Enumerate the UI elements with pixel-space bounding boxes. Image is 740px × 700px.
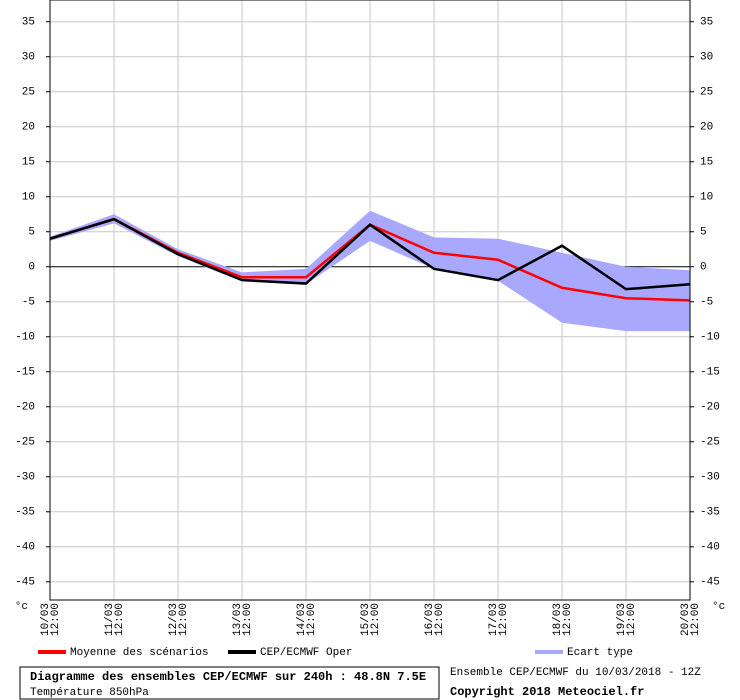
y2-tick-label: 35 (700, 17, 713, 29)
y2-tick-label: -45 (700, 577, 720, 589)
y2-tick-label: -10 (700, 332, 720, 344)
y2-tick-label: 30 (700, 52, 713, 64)
y-tick-label: -25 (15, 437, 35, 449)
y-tick-label: -35 (15, 507, 35, 519)
y-tick-label: -40 (15, 542, 35, 554)
y2-tick-label: -5 (700, 297, 713, 309)
y-tick-label: -20 (15, 402, 35, 414)
x-tick-part: 12:00 (242, 603, 254, 636)
x-tick-label: 13/0312:00 (232, 603, 254, 636)
y2-tick-label: 20 (700, 122, 713, 134)
y-tick-label: -30 (15, 472, 35, 484)
y2-tick-label: 0 (700, 262, 707, 274)
x-tick-part: 12:00 (370, 603, 382, 636)
y-tick-label: 0 (28, 262, 35, 274)
legend-label: Moyenne des scénarios (70, 647, 209, 659)
plot-frame (49, 0, 691, 601)
y-unit: °c (15, 601, 28, 613)
y-tick-label: -15 (15, 367, 35, 379)
x-tick-label: 12/0312:00 (168, 603, 190, 636)
y-tick-label: -45 (15, 577, 35, 589)
x-tick-label: 20/0312:00 (680, 603, 702, 636)
title-box (19, 666, 440, 700)
y-tick-label: 15 (22, 157, 35, 169)
x-tick-label: 15/0312:00 (360, 603, 382, 636)
x-tick-part: 16/03 (424, 603, 436, 636)
legend-label: Ecart type (567, 647, 633, 659)
run-info: Ensemble CEP/ECMWF du 10/03/2018 - 12Z (450, 667, 701, 679)
x-tick-part: 12:00 (626, 603, 638, 636)
y-tick-label: 35 (22, 17, 35, 29)
x-tick-part: 13/03 (232, 603, 244, 636)
x-tick-label: 17/0312:00 (488, 603, 510, 636)
y2-tick-label: -20 (700, 402, 720, 414)
y-tick-label: 10 (22, 192, 35, 204)
x-tick-part: 12:00 (498, 603, 510, 636)
y-tick-label: 20 (22, 122, 35, 134)
y-tick-label: 25 (22, 87, 35, 99)
x-tick-part: 18/03 (552, 603, 564, 636)
y2-tick-label: 5 (700, 227, 707, 239)
chart-title: Diagramme des ensembles CEP/ECMWF sur 24… (30, 670, 426, 684)
y2-tick-label: -35 (700, 507, 720, 519)
std-band (50, 210, 690, 332)
x-tick-label: 10/0312:00 (40, 603, 62, 636)
y-tick-label: -10 (15, 332, 35, 344)
x-tick-part: 12:00 (178, 603, 190, 636)
y2-tick-label: -25 (700, 437, 720, 449)
y2-tick-label: -40 (700, 542, 720, 554)
x-tick-part: 11/03 (104, 603, 116, 636)
x-tick-label: 11/0312:00 (104, 603, 126, 636)
y2-tick-label: -30 (700, 472, 720, 484)
y-tick-label: 30 (22, 52, 35, 64)
x-tick-part: 12:00 (50, 603, 62, 636)
y2-tick-label: -15 (700, 367, 720, 379)
y-tick-label: -5 (22, 297, 35, 309)
x-tick-part: 12:00 (562, 603, 574, 636)
y2-tick-label: 10 (700, 192, 713, 204)
legend-label: CEP/ECMWF Oper (260, 647, 352, 659)
x-tick-part: 12/03 (168, 603, 180, 636)
x-tick-part: 14/03 (296, 603, 308, 636)
x-tick-part: 12:00 (306, 603, 318, 636)
copyright: Copyright 2018 Meteociel.fr (450, 685, 644, 699)
x-tick-part: 20/03 (680, 603, 692, 636)
x-tick-part: 12:00 (114, 603, 126, 636)
x-tick-part: 19/03 (616, 603, 628, 636)
x-tick-label: 16/0312:00 (424, 603, 446, 636)
x-tick-part: 12:00 (434, 603, 446, 636)
x-tick-label: 19/0312:00 (616, 603, 638, 636)
y2-unit: °c (712, 601, 725, 613)
y2-tick-label: 15 (700, 157, 713, 169)
series-line (49, 217, 691, 291)
x-tick-label: 18/0312:00 (552, 603, 574, 636)
x-tick-part: 15/03 (360, 603, 372, 636)
x-tick-part: 12:00 (690, 603, 702, 636)
chart-subtitle: Température 850hPa (30, 687, 149, 699)
x-tick-label: 14/0312:00 (296, 603, 318, 636)
y-tick-label: 5 (28, 227, 35, 239)
x-tick-part: 10/03 (40, 603, 52, 636)
x-tick-part: 17/03 (488, 603, 500, 636)
y2-tick-label: 25 (700, 87, 713, 99)
